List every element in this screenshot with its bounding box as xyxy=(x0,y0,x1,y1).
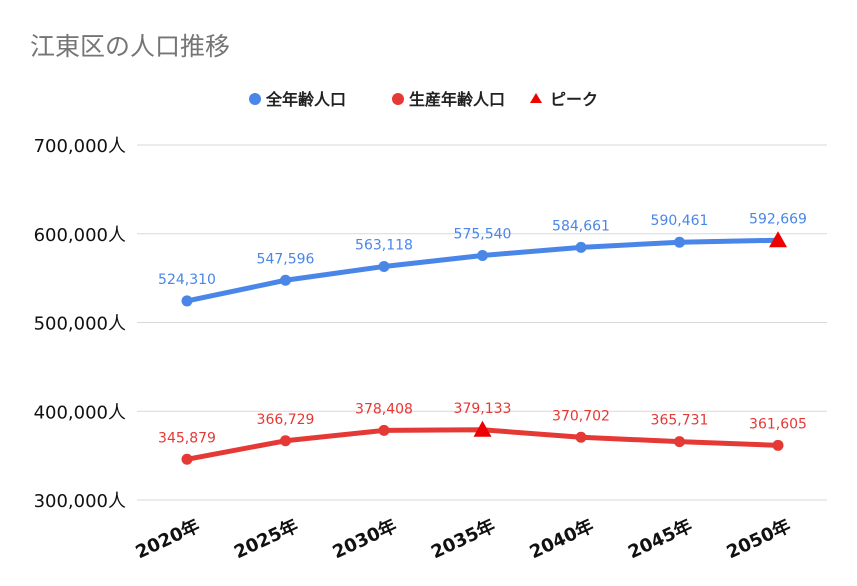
data-label: 592,669 xyxy=(749,211,807,227)
data-label: 361,605 xyxy=(749,416,807,432)
gridlines xyxy=(137,144,827,501)
x-tick-label: 2045年 xyxy=(625,515,696,564)
data-label: 370,702 xyxy=(552,408,610,424)
legend-marker-all-ages xyxy=(249,93,261,105)
y-tick-label: 400,000人 xyxy=(34,402,126,423)
data-point xyxy=(181,295,193,307)
data-point xyxy=(280,274,291,286)
y-tick-label: 300,000人 xyxy=(34,491,126,512)
series-line xyxy=(184,237,781,304)
data-label: 365,731 xyxy=(651,413,709,429)
data-label: 366,729 xyxy=(257,412,315,428)
data-labels: 524,310 547,596 563,118 575,540 584,661 590,4… xyxy=(158,211,807,446)
y-tick-label: 700,000人 xyxy=(34,136,126,157)
legend-label-working-age: 生産年齢人口 xyxy=(409,90,505,109)
data-label: 563,118 xyxy=(355,237,413,253)
series-lines xyxy=(181,231,787,465)
data-label: 524,310 xyxy=(158,272,216,288)
y-tick-label: 600,000人 xyxy=(34,225,126,246)
data-point xyxy=(575,431,587,443)
x-axis-ticks: 2020年 2025年 2030年 2035年 2040年 2045年 2050年 xyxy=(132,515,794,564)
x-tick-label: 2025年 xyxy=(231,515,302,564)
data-label: 345,879 xyxy=(158,430,216,446)
y-tick-label: 500,000人 xyxy=(34,314,126,335)
data-point xyxy=(772,439,784,451)
data-label: 547,596 xyxy=(257,251,315,267)
chart-title: 江東区の人口推移 xyxy=(30,32,230,61)
legend-label-all-ages: 全年齢人口 xyxy=(265,90,346,109)
data-point xyxy=(280,435,291,447)
legend: 全年齢人口 生産年齢人口 ピーク xyxy=(249,90,598,109)
data-point xyxy=(674,236,685,248)
data-label: 575,540 xyxy=(454,226,512,242)
data-point xyxy=(181,453,193,465)
x-tick-label: 2030年 xyxy=(329,515,400,564)
x-tick-label: 2035年 xyxy=(428,515,499,564)
data-label: 379,133 xyxy=(454,401,512,417)
legend-marker-peak xyxy=(530,93,542,103)
peak-marker xyxy=(473,420,492,437)
data-point xyxy=(378,424,390,436)
data-point xyxy=(477,249,488,261)
peak-marker xyxy=(769,231,787,248)
legend-marker-working-age xyxy=(392,93,404,105)
data-point xyxy=(674,436,685,448)
data-label: 584,661 xyxy=(552,218,610,234)
x-tick-label: 2050年 xyxy=(723,515,794,564)
data-label: 590,461 xyxy=(651,213,709,229)
y-axis-ticks: 300,000人 400,000人 500,000人 600,000人 700,000人 xyxy=(34,136,126,512)
x-tick-label: 2020年 xyxy=(132,515,203,564)
legend-label-peak: ピーク xyxy=(550,90,598,109)
data-label: 378,408 xyxy=(355,401,413,417)
x-tick-label: 2040年 xyxy=(526,515,597,564)
data-point xyxy=(575,241,587,253)
data-point xyxy=(378,260,390,272)
